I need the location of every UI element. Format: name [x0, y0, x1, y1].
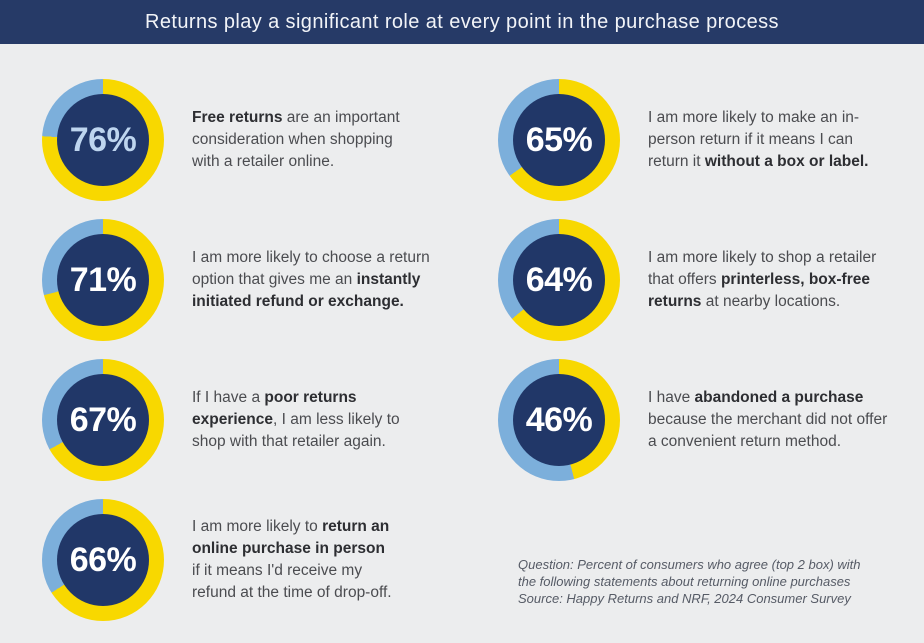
statement-line: return it without a box or label. — [648, 151, 868, 173]
stats-column-right: 65% I am more likely to make an in-person… — [498, 70, 887, 490]
statement-line: initiated refund or exchange. — [192, 291, 430, 313]
statement-bold-text: printerless, box-free — [720, 271, 870, 288]
stat-statement: I am more likely to return an online purc… — [192, 516, 392, 604]
statement-text: at nearby locations. — [701, 293, 841, 310]
statement-text: I am more likely to choose a return — [192, 249, 430, 266]
statement-line: If I have a poor returns — [192, 387, 400, 409]
stat-percent: 71% — [69, 260, 137, 299]
statement-bold-text: online purchase in person — [192, 540, 385, 557]
stat-row-left-1: 71% I am more likely to choose a return op… — [42, 210, 430, 350]
donut-chart: 76% — [42, 79, 164, 201]
donut-chart: 71% — [42, 219, 164, 341]
donut-chart: 46% — [498, 359, 620, 481]
statement-text: refund at the time of drop-off. — [192, 584, 392, 601]
footnote: Question: Percent of consumers who agree… — [518, 556, 861, 607]
stat-statement: I am more likely to make an in-person re… — [648, 107, 868, 173]
stat-percent: 67% — [69, 400, 137, 439]
footnote-line: Source: Happy Returns and NRF, 2024 Cons… — [518, 591, 851, 606]
donut-inner-circle: 66% — [57, 514, 149, 606]
statement-text: I am more likely to make an in- — [648, 109, 860, 126]
stat-row-left-3: 66% I am more likely to return an online p… — [42, 490, 430, 630]
donut-inner-circle: 71% — [57, 234, 149, 326]
statement-line: returns at nearby locations. — [648, 291, 876, 313]
statement-text: If I have a — [192, 389, 265, 406]
statement-text: shop with that retailer again. — [192, 433, 386, 450]
statement-line: online purchase in person — [192, 538, 392, 560]
statement-line: shop with that retailer again. — [192, 431, 400, 453]
statement-bold-text: returns — [648, 293, 702, 310]
statement-line: that offers printerless, box-free — [648, 269, 876, 291]
stat-statement: I have abandoned a purchase because the m… — [648, 387, 887, 453]
stat-percent: 46% — [525, 400, 593, 439]
footnote-line: the following statements about returning… — [518, 574, 851, 589]
statement-line: option that gives me an instantly — [192, 269, 430, 291]
donut-inner-circle: 76% — [57, 94, 149, 186]
donut-chart: 65% — [498, 79, 620, 201]
statement-line: refund at the time of drop-off. — [192, 582, 392, 604]
statement-text: that offers — [648, 271, 721, 288]
statement-text: with a retailer online. — [192, 153, 335, 170]
statement-text: are an important — [282, 109, 400, 126]
statement-line: experience, I am less likely to — [192, 409, 400, 431]
statement-text: if it means I'd receive my — [192, 562, 363, 579]
statement-line: I have abandoned a purchase — [648, 387, 887, 409]
header-bar: Returns play a significant role at every… — [0, 0, 924, 44]
statement-bold-text: abandoned a purchase — [694, 389, 864, 406]
statement-bold-text: without a box or label. — [704, 153, 869, 170]
statement-text: because the merchant did not offer — [648, 411, 888, 428]
donut-inner-circle: 46% — [513, 374, 605, 466]
statement-bold-text: experience — [192, 411, 273, 428]
statement-text: I am more likely to — [192, 518, 323, 535]
statement-line: I am more likely to make an in- — [648, 107, 868, 129]
statement-text: option that gives me an — [192, 271, 357, 288]
statement-text: I have — [648, 389, 695, 406]
stat-row-right-0: 65% I am more likely to make an in-person… — [498, 70, 887, 210]
statement-line: person return if it means I can — [648, 129, 868, 151]
statement-bold-text: instantly — [356, 271, 421, 288]
statement-line: Free returns are an important — [192, 107, 400, 129]
donut-inner-circle: 67% — [57, 374, 149, 466]
donut-inner-circle: 65% — [513, 94, 605, 186]
statement-line: I am more likely to choose a return — [192, 247, 430, 269]
stat-row-left-2: 67% If I have a poor returns experience, I… — [42, 350, 430, 490]
stat-percent: 64% — [525, 260, 593, 299]
page-title: Returns play a significant role at every… — [145, 10, 779, 33]
statement-text: consideration when shopping — [192, 131, 393, 148]
stat-percent: 76% — [69, 120, 137, 159]
footnote-line: Question: Percent of consumers who agree… — [518, 557, 861, 572]
statement-text: a convenient return method. — [648, 433, 842, 450]
statement-text: person return if it means I can — [648, 131, 854, 148]
stat-row-right-1: 64% I am more likely to shop a retailer th… — [498, 210, 887, 350]
stat-row-right-2: 46% I have abandoned a purchase because th… — [498, 350, 887, 490]
statement-bold-text: Free returns — [192, 109, 283, 126]
stat-statement: I am more likely to shop a retailer that … — [648, 247, 876, 313]
statement-line: I am more likely to return an — [192, 516, 392, 538]
statement-line: consideration when shopping — [192, 129, 400, 151]
statement-line: because the merchant did not offer — [648, 409, 887, 431]
donut-inner-circle: 64% — [513, 234, 605, 326]
stat-statement: Free returns are an important considerati… — [192, 107, 400, 173]
statement-bold-text: initiated refund or exchange. — [192, 293, 404, 310]
donut-chart: 67% — [42, 359, 164, 481]
statement-line: I am more likely to shop a retailer — [648, 247, 876, 269]
statement-bold-text: return an — [322, 518, 390, 535]
stat-statement: I am more likely to choose a return optio… — [192, 247, 430, 313]
statement-line: a convenient return method. — [648, 431, 887, 453]
stats-column-left: 76% Free returns are an important consider… — [42, 70, 430, 630]
donut-chart: 66% — [42, 499, 164, 621]
statement-line: if it means I'd receive my — [192, 560, 392, 582]
statement-text: I am more likely to shop a retailer — [648, 249, 877, 266]
statement-text: return it — [648, 153, 705, 170]
content-area: 76% Free returns are an important consider… — [0, 44, 924, 643]
stat-percent: 65% — [525, 120, 593, 159]
stat-percent: 66% — [69, 540, 137, 579]
donut-chart: 64% — [498, 219, 620, 341]
stat-statement: If I have a poor returns experience, I am… — [192, 387, 400, 453]
statement-text: , I am less likely to — [273, 411, 400, 428]
statement-line: with a retailer online. — [192, 151, 400, 173]
statement-bold-text: poor returns — [264, 389, 357, 406]
stat-row-left-0: 76% Free returns are an important consider… — [42, 70, 430, 210]
